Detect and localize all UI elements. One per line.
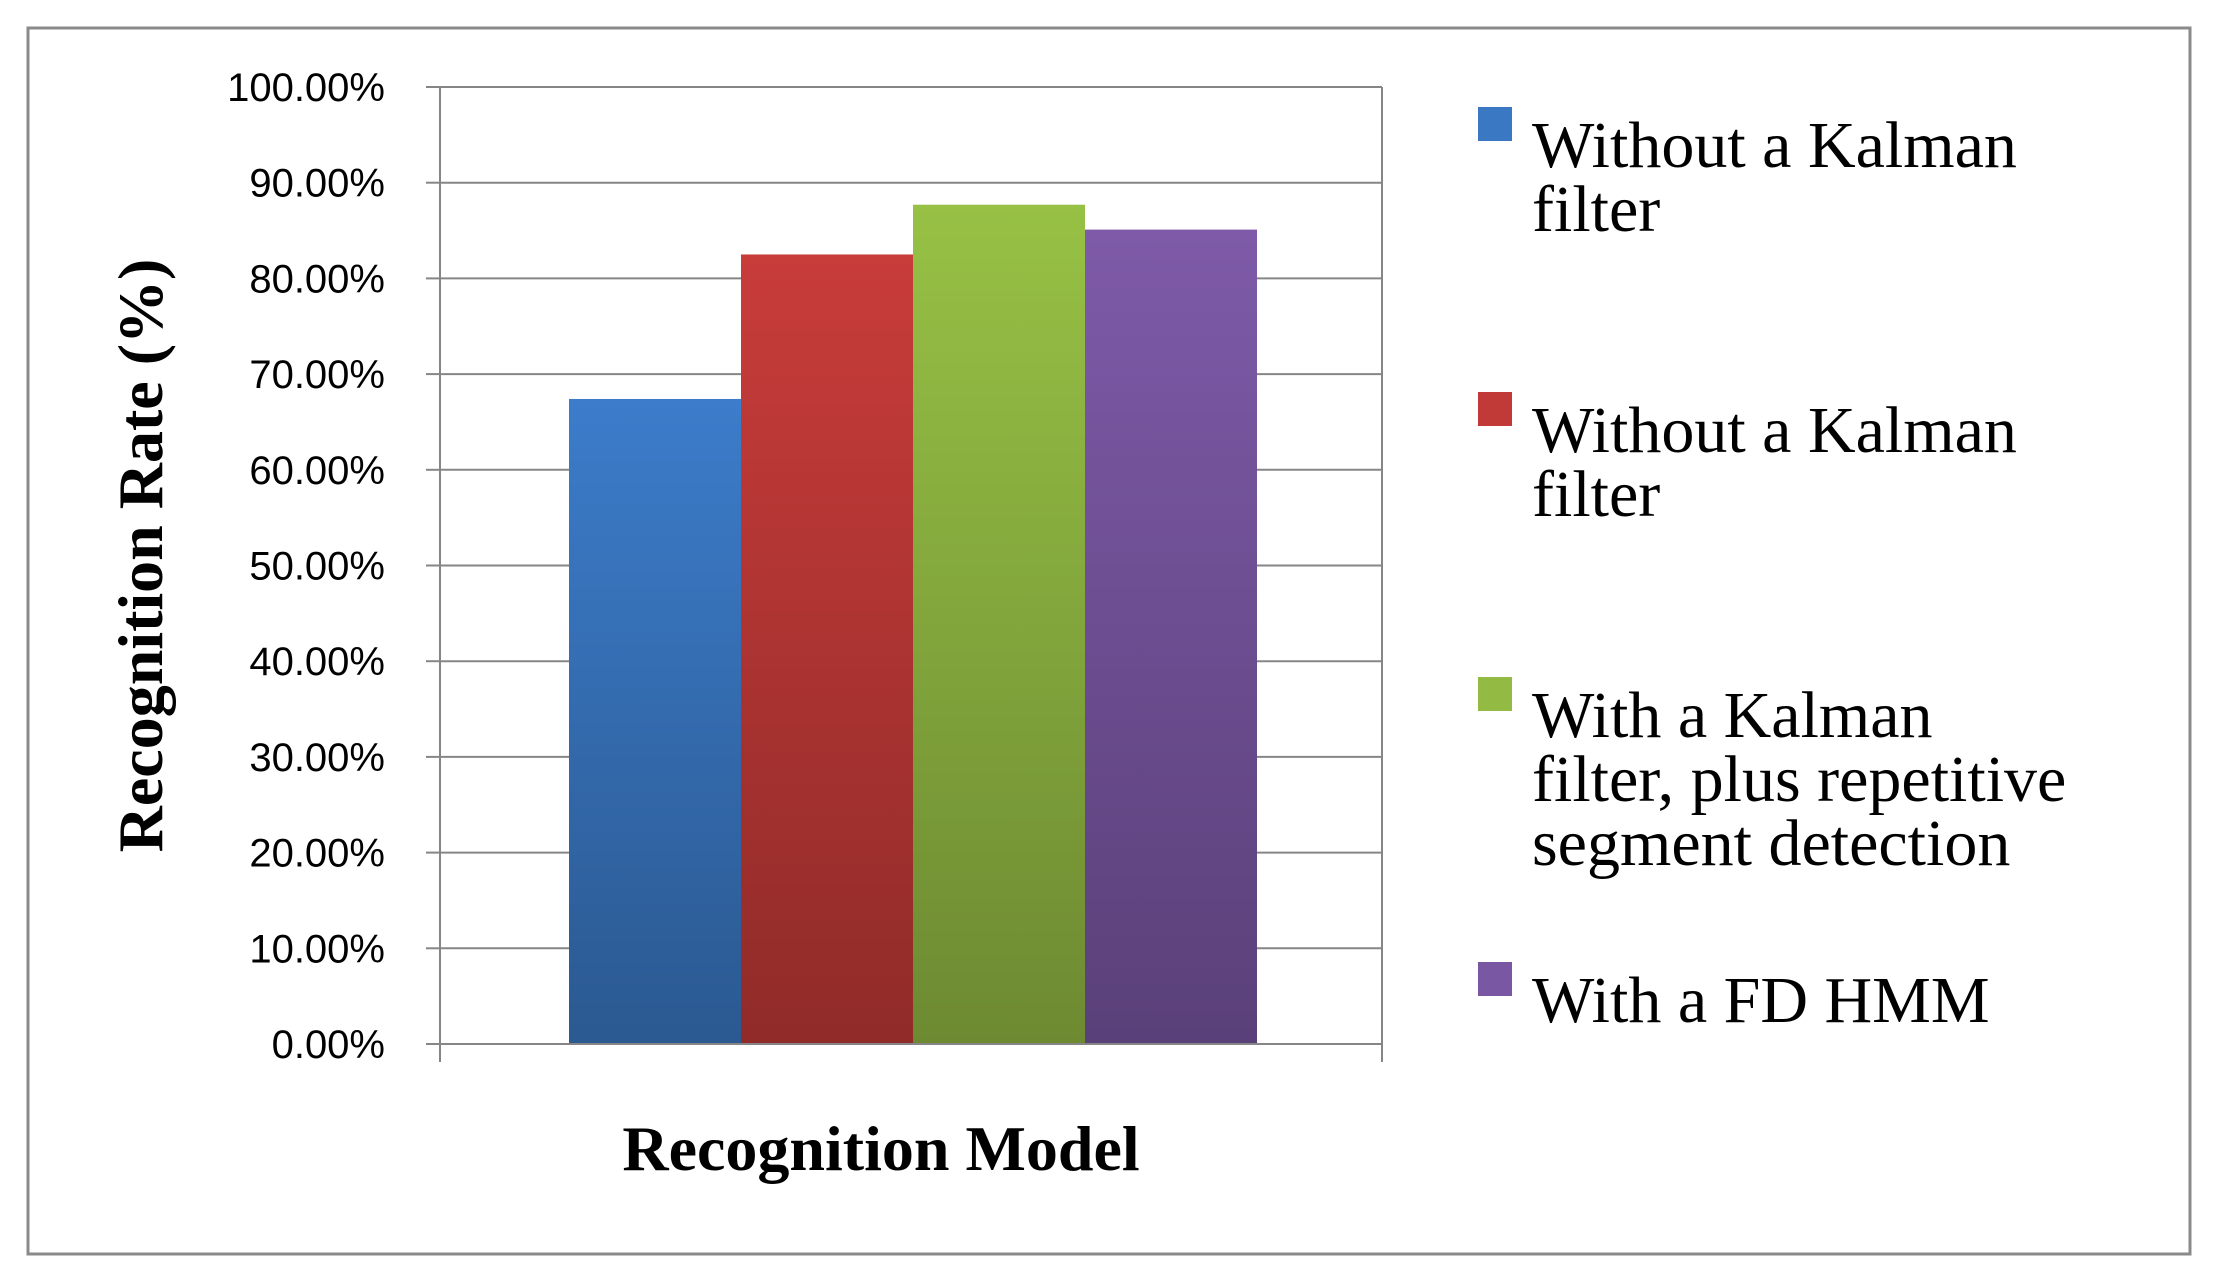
legend-swatch-3 <box>1478 677 1512 711</box>
bar-series-3 <box>913 204 1085 1044</box>
x-axis-title: Recognition Model <box>622 1113 1139 1184</box>
y-tick-label: 10.00% <box>249 927 385 971</box>
y-tick-label: 40.00% <box>249 640 385 684</box>
legend-label: With a Kalman <box>1532 679 1933 752</box>
y-axis-title: Recognition Rate (%) <box>105 259 176 853</box>
legend-swatch-2 <box>1478 392 1512 426</box>
y-tick-labels: 0.00% 10.00% 20.00% 30.00% 40.00% 50.00% 60.00… <box>227 66 385 1067</box>
y-tick-label: 0.00% <box>272 1023 385 1067</box>
axes <box>426 86 1383 1062</box>
y-tick-label: 50.00% <box>249 545 385 589</box>
y-tick-label: 80.00% <box>249 257 385 301</box>
y-tick-label: 30.00% <box>249 736 385 780</box>
legend-label: Without a Kalman <box>1532 109 2017 182</box>
legend-label: filter <box>1532 458 1660 531</box>
legend-label: With a FD HMM <box>1532 964 1990 1037</box>
legend-label: filter, plus repetitive <box>1532 743 2066 816</box>
y-tick-label: 20.00% <box>249 832 385 876</box>
y-tick-label: 100.00% <box>227 66 385 110</box>
y-tick-label: 60.00% <box>249 449 385 493</box>
bar-series-4 <box>1085 229 1257 1044</box>
y-tick-label: 90.00% <box>249 162 385 206</box>
legend-label: Without a Kalman <box>1532 394 2017 467</box>
legend-label: filter <box>1532 173 1660 246</box>
legend-swatch-1 <box>1478 107 1512 141</box>
bar-series-2 <box>741 254 913 1045</box>
y-tick-label: 70.00% <box>249 353 385 397</box>
bars <box>569 204 1257 1045</box>
legend-swatch-4 <box>1478 962 1512 996</box>
bar-series-1 <box>569 398 741 1044</box>
legend-label: segment detection <box>1532 807 2010 880</box>
